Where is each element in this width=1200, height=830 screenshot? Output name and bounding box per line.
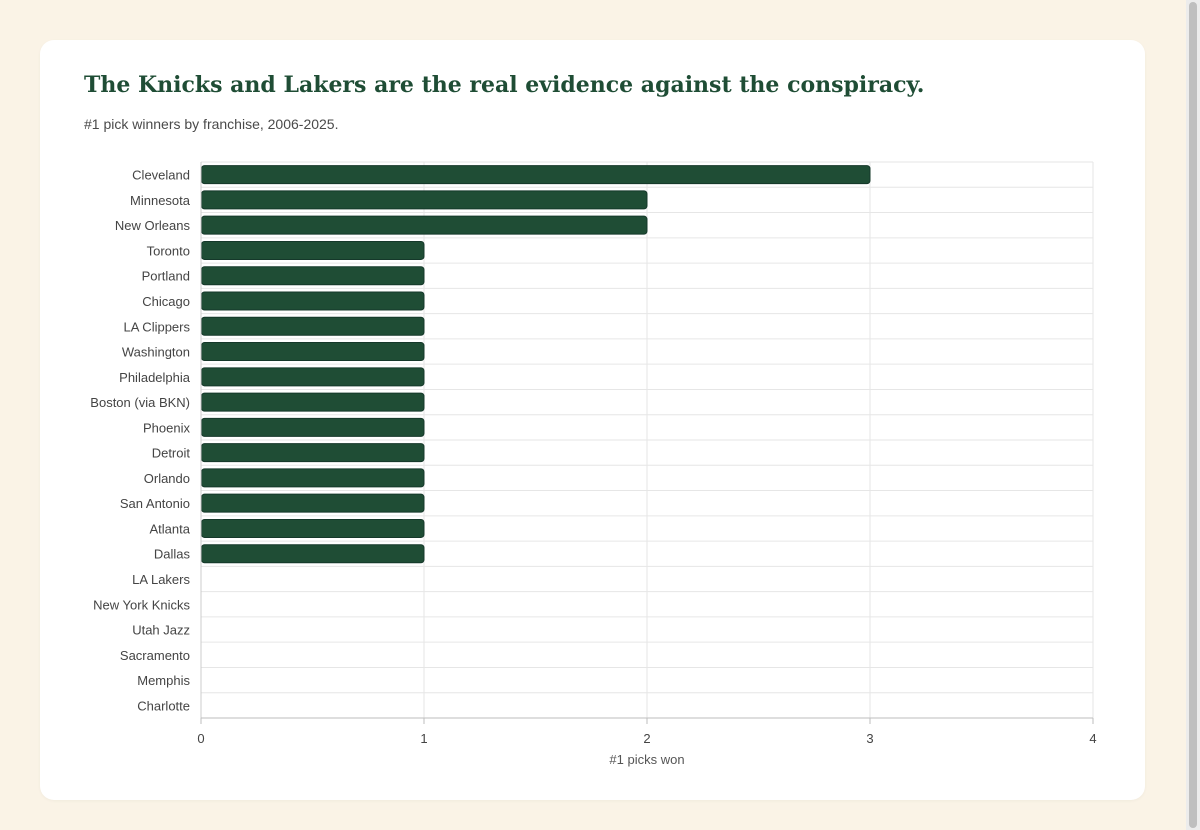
chart-subtitle: #1 pick winners by franchise, 2006-2025. bbox=[84, 116, 339, 132]
bar bbox=[201, 544, 425, 564]
bar bbox=[201, 165, 871, 185]
category-label: Utah Jazz bbox=[132, 623, 190, 638]
category-label: Toronto bbox=[147, 243, 190, 258]
category-label: San Antonio bbox=[120, 496, 190, 511]
bar bbox=[201, 468, 425, 488]
category-label: Sacramento bbox=[120, 648, 190, 663]
category-label: Phoenix bbox=[143, 420, 190, 435]
x-tick-label: 0 bbox=[197, 731, 204, 746]
bar bbox=[201, 342, 425, 362]
category-label: Portland bbox=[142, 269, 190, 284]
vertical-scrollbar[interactable] bbox=[1186, 0, 1200, 830]
x-axis-label: #1 picks won bbox=[609, 752, 684, 767]
bar bbox=[201, 190, 648, 210]
chart-title: The Knicks and Lakers are the real evide… bbox=[84, 72, 925, 98]
category-label: LA Clippers bbox=[124, 319, 191, 334]
bar bbox=[201, 417, 425, 437]
bar bbox=[201, 291, 425, 311]
x-tick-label: 2 bbox=[643, 731, 650, 746]
category-label: New Orleans bbox=[115, 218, 191, 233]
chart-card: The Knicks and Lakers are the real evide… bbox=[40, 40, 1145, 800]
category-label: Detroit bbox=[152, 446, 191, 461]
bar bbox=[201, 240, 425, 260]
category-label: Atlanta bbox=[150, 521, 191, 536]
category-label: Minnesota bbox=[130, 193, 191, 208]
category-label: Dallas bbox=[154, 547, 191, 562]
x-tick-label: 3 bbox=[866, 731, 873, 746]
bar bbox=[201, 266, 425, 286]
bar-chart: Cleveland Minnesota New Orleans Toronto Port… bbox=[90, 161, 1097, 767]
bar bbox=[201, 518, 425, 538]
bar bbox=[201, 392, 425, 412]
x-tick-label: 4 bbox=[1089, 731, 1096, 746]
bar bbox=[201, 215, 648, 235]
bar bbox=[201, 443, 425, 463]
category-label: Washington bbox=[122, 345, 190, 360]
category-label: New York Knicks bbox=[93, 597, 190, 612]
category-label: Memphis bbox=[137, 673, 190, 688]
bar bbox=[201, 493, 425, 513]
category-label: Orlando bbox=[144, 471, 190, 486]
bar bbox=[201, 316, 425, 336]
x-tick-label: 1 bbox=[420, 731, 427, 746]
category-label: Boston (via BKN) bbox=[90, 395, 190, 410]
category-label: Chicago bbox=[142, 294, 190, 309]
category-label: Charlotte bbox=[137, 698, 190, 713]
bar bbox=[201, 367, 425, 387]
category-label: LA Lakers bbox=[132, 572, 190, 587]
category-label: Philadelphia bbox=[119, 370, 191, 385]
scrollbar-thumb[interactable] bbox=[1189, 2, 1197, 828]
category-label: Cleveland bbox=[132, 168, 190, 183]
